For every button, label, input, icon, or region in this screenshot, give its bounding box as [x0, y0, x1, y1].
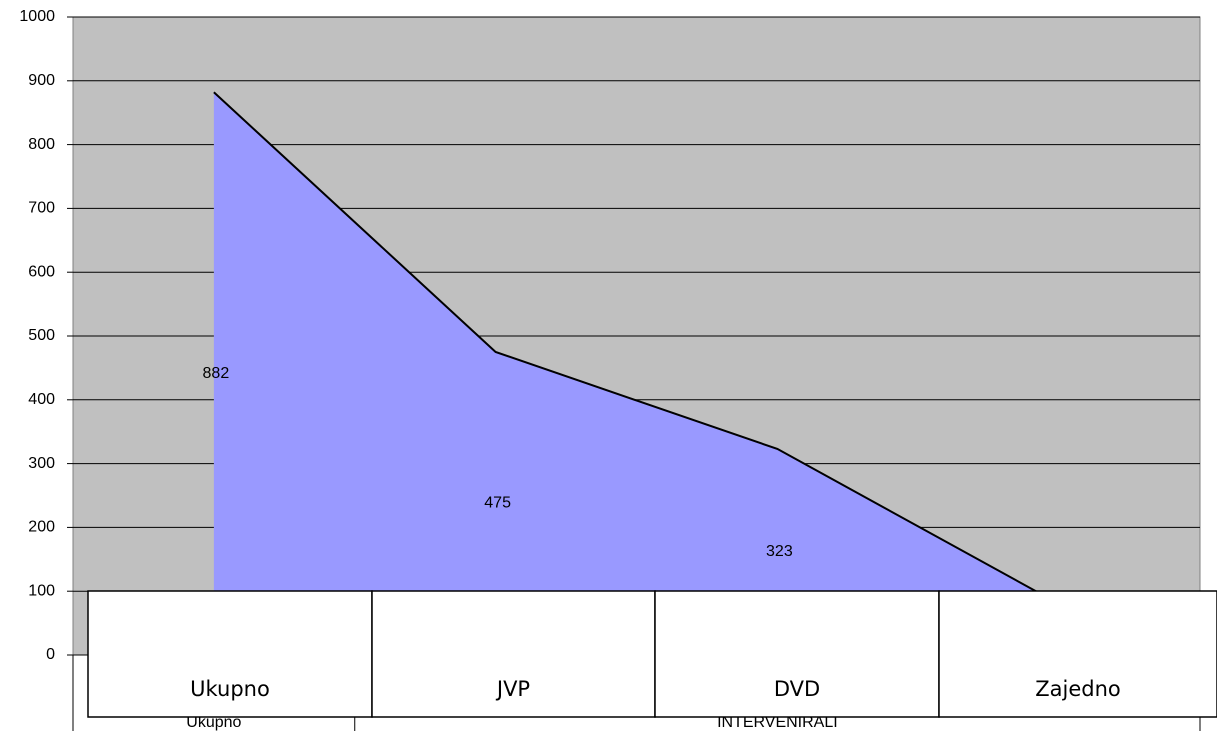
- y-tick-label: 900: [28, 72, 55, 89]
- y-tick-label: 800: [28, 136, 55, 153]
- y-tick-label: 400: [28, 391, 55, 408]
- y-tick-label: 500: [28, 327, 55, 344]
- y-tick-label: 200: [28, 519, 55, 536]
- table-header: Zajedno: [1035, 677, 1121, 701]
- table-header: JVP: [495, 677, 530, 701]
- data-label: 882: [203, 365, 230, 382]
- table-cell: [371, 590, 656, 718]
- table-cell: [654, 590, 940, 718]
- y-tick-label: 1000: [19, 8, 55, 25]
- y-tick-label: 600: [28, 263, 55, 280]
- y-tick-label: 700: [28, 200, 55, 217]
- table-header: DVD: [774, 677, 820, 701]
- x-group-label: Ukupno: [186, 714, 241, 731]
- table-header: Ukupno: [190, 677, 270, 701]
- data-label: 323: [766, 543, 793, 560]
- y-tick-label: 300: [28, 455, 55, 472]
- x-group-label: INTERVENIRALI: [717, 714, 838, 731]
- table-cell: [938, 590, 1217, 718]
- y-tick-label: 0: [46, 646, 55, 663]
- data-label: 475: [484, 495, 511, 512]
- area: [213, 92, 1060, 655]
- y-tick-label: 100: [28, 582, 55, 599]
- area-line: [213, 91, 1060, 605]
